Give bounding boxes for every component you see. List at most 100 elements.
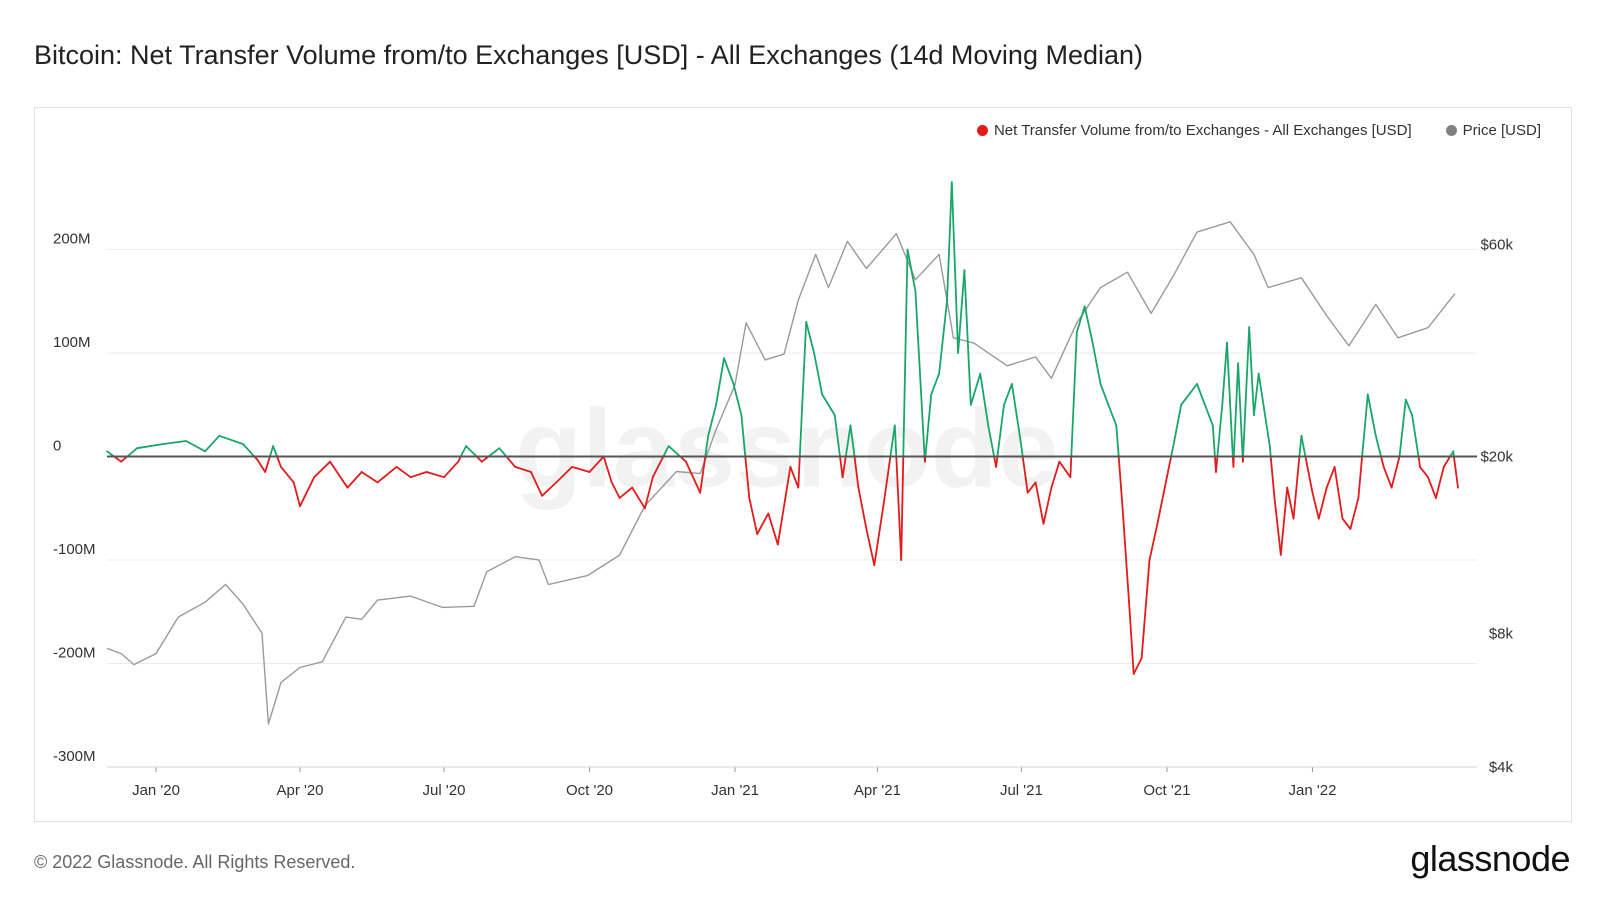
net-transfer-positive-segment — [1211, 424, 1216, 458]
net-transfer-negative-segment — [360, 471, 379, 484]
legend-gray-dot-icon — [1445, 125, 1457, 136]
x-tick-label: Jul '21 — [1000, 782, 1043, 799]
net-transfer-negative-segment — [276, 455, 282, 468]
net-transfer-positive-segment — [1011, 383, 1021, 437]
net-transfer-negative-segment — [409, 471, 428, 479]
net-transfer-negative-segment — [1148, 522, 1159, 561]
net-transfer-positive-segment — [813, 352, 823, 396]
net-transfer-negative-segment — [1349, 496, 1360, 530]
net-transfer-negative-segment — [618, 486, 634, 499]
net-transfer-negative-segment — [1311, 491, 1320, 520]
net-transfer-positive-segment — [465, 445, 478, 458]
net-transfer-positive-segment — [938, 300, 948, 375]
net-transfer-positive-segment — [732, 383, 743, 417]
net-transfer-positive-segment — [1411, 414, 1420, 458]
net-transfer-negative-segment — [631, 486, 646, 510]
net-transfer-positive-segment — [161, 440, 188, 446]
net-transfer-positive-segment — [821, 393, 836, 417]
net-transfer-negative-segment — [514, 465, 532, 473]
net-transfer-positive-segment — [1115, 424, 1120, 458]
net-transfer-positive-segment — [1070, 331, 1078, 458]
net-transfer-positive-segment — [715, 357, 725, 406]
net-transfer-negative-segment — [299, 476, 316, 508]
net-transfer-positive-segment — [667, 445, 682, 458]
x-tick-label: Jan '22 — [1289, 782, 1337, 799]
x-tick-label: Apr '20 — [276, 782, 323, 799]
net-transfer-positive-segment — [272, 445, 279, 458]
legend-item-net-transfer[interactable]: Net Transfer Volume from/to Exchanges - … — [976, 122, 1412, 139]
net-transfer-negative-segment — [767, 512, 779, 546]
net-transfer-positive-segment — [704, 434, 710, 458]
net-transfer-negative-segment — [1317, 486, 1328, 520]
net-transfer-negative-segment — [1357, 455, 1363, 499]
x-tick-label: Jan '21 — [711, 782, 759, 799]
net-transfer-positive-segment — [126, 447, 138, 458]
net-transfer-negative-segment — [1292, 455, 1301, 520]
net-transfer-positive-segment — [893, 424, 898, 458]
net-transfer-negative-segment — [1132, 657, 1143, 675]
x-tick-label: Jan '20 — [132, 782, 180, 799]
net-transfer-negative-segment — [1419, 465, 1429, 479]
net-transfer-negative-segment — [1128, 600, 1135, 675]
net-transfer-positive-segment — [1003, 383, 1013, 406]
net-transfer-negative-segment — [882, 455, 892, 505]
net-transfer-negative-segment — [602, 455, 613, 484]
net-transfer-positive-segment — [498, 447, 508, 458]
net-transfer-positive-segment — [805, 320, 815, 354]
net-transfer-negative-segment — [744, 455, 751, 499]
net-transfer-positive-segment — [969, 372, 982, 406]
net-transfer-negative-segment — [292, 481, 301, 508]
net-transfer-negative-segment — [256, 458, 267, 473]
net-transfer-negative-segment — [541, 481, 558, 497]
net-transfer-negative-segment — [1058, 460, 1072, 479]
net-transfer-positive-segment — [914, 289, 926, 458]
net-transfer-positive-segment — [946, 181, 953, 303]
net-transfer-positive-segment — [833, 414, 841, 458]
net-transfer-negative-segment — [1341, 517, 1352, 530]
net-transfer-positive-segment — [1216, 403, 1224, 458]
y-right-tick-label: $60k — [1480, 237, 1513, 254]
net-transfer-negative-segment — [1453, 455, 1459, 489]
net-transfer-negative-segment — [555, 465, 573, 484]
net-transfer-positive-segment — [1242, 326, 1251, 458]
net-transfer-positive-segment — [930, 372, 940, 396]
net-transfer-negative-segment — [1279, 486, 1289, 556]
net-transfer-positive-segment — [1221, 341, 1228, 406]
net-transfer-negative-segment — [873, 502, 885, 567]
net-transfer-positive-segment — [979, 372, 990, 427]
chart-svg[interactable]: 200M 100M 0 -100M -200M -300M $60k $20k $8k $4k Ja… — [35, 108, 1571, 821]
legend-item-price[interactable]: Price [USD] — [1445, 122, 1541, 139]
net-transfer-positive-segment — [740, 414, 747, 458]
net-transfer-negative-segment — [1117, 455, 1124, 510]
net-transfer-positive-segment — [136, 443, 164, 450]
net-transfer-positive-segment — [487, 447, 501, 458]
net-transfer-positive-segment — [1248, 326, 1255, 417]
net-transfer-negative-segment — [685, 460, 702, 494]
chart-title: Bitcoin: Net Transfer Volume from/to Exc… — [34, 40, 1144, 70]
net-transfer-negative-segment — [839, 455, 844, 479]
net-transfer-negative-segment — [610, 481, 621, 499]
net-transfer-positive-segment — [204, 434, 221, 453]
net-transfer-negative-segment — [1050, 460, 1061, 489]
y-left-tick-label: -100M — [53, 541, 96, 558]
net-transfer-negative-segment — [1273, 496, 1282, 556]
net-transfer-negative-segment — [1442, 455, 1451, 468]
net-transfer-positive-segment — [889, 424, 896, 458]
net-transfer-positive-segment — [957, 269, 966, 354]
net-transfer-positive-segment — [1366, 393, 1377, 437]
net-transfer-positive-segment — [1107, 403, 1118, 427]
legend-label-price: Price [USD] — [1462, 122, 1541, 139]
net-transfer-positive-segment — [798, 320, 808, 458]
net-transfer-negative-segment — [1286, 486, 1295, 520]
net-transfer-negative-segment — [1435, 465, 1445, 499]
y-left-tick-label: -300M — [53, 748, 96, 765]
net-transfer-negative-segment — [644, 476, 654, 510]
legend-red-dot-icon — [976, 125, 988, 136]
net-transfer-negative-segment — [1269, 455, 1276, 499]
net-transfer-negative-segment — [1325, 465, 1336, 489]
net-transfer-negative-segment — [1156, 476, 1168, 525]
net-transfer-positive-segment — [987, 424, 995, 458]
net-transfer-negative-segment — [857, 486, 868, 530]
y-left-tick-label: 0 — [53, 438, 61, 455]
net-transfer-positive-segment — [1237, 362, 1244, 458]
